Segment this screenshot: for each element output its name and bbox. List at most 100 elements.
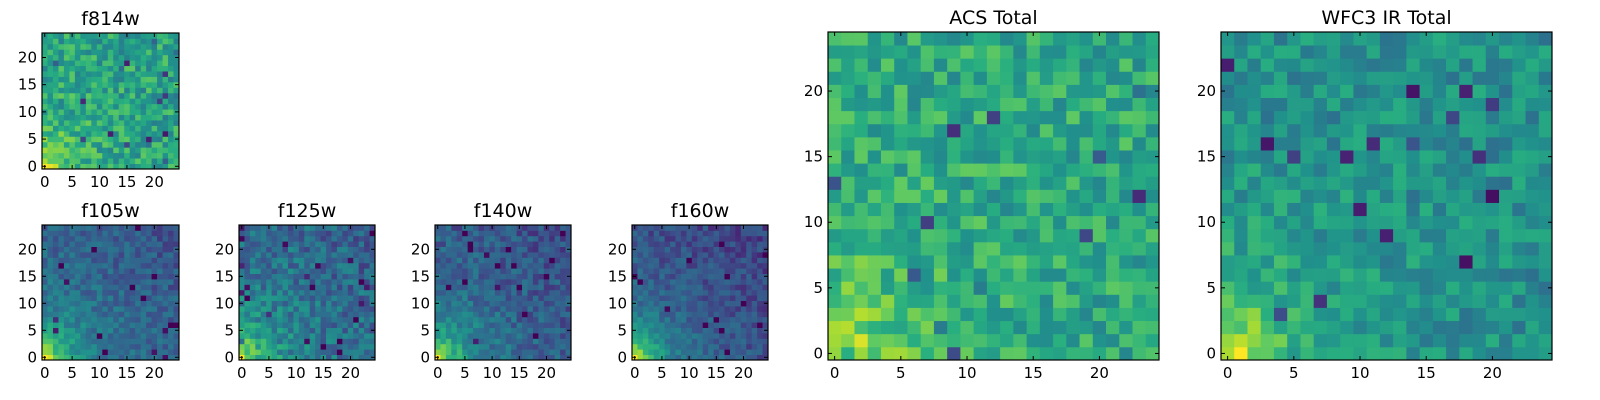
heatmap-cell <box>1026 320 1041 335</box>
heatmap-cell <box>1538 176 1553 190</box>
heatmap-cell <box>1273 163 1288 177</box>
heatmap-cell <box>1525 320 1540 335</box>
heatmap-cell <box>85 257 92 264</box>
heatmap-cell <box>445 306 452 312</box>
heatmap-cell <box>146 163 152 170</box>
heatmap-cell <box>140 92 147 99</box>
heatmap-cell <box>107 333 114 339</box>
heatmap-cell <box>63 311 70 318</box>
heatmap-cell <box>336 246 343 253</box>
heatmap-cell <box>80 92 87 99</box>
heatmap-cell <box>746 230 753 237</box>
heatmap-cell <box>1446 176 1460 190</box>
heatmap-cell <box>973 136 988 151</box>
heatmap-cell <box>664 338 671 345</box>
heatmap-cell <box>697 354 704 361</box>
heatmap-cell <box>293 300 300 307</box>
heatmap-cell <box>686 257 693 264</box>
heatmap-cell <box>1406 215 1420 230</box>
heatmap-cell <box>1432 255 1447 269</box>
heatmap-cell <box>255 311 262 318</box>
heatmap-cell <box>986 123 1001 138</box>
heatmap-cell <box>1366 320 1381 335</box>
heatmap-cell <box>151 338 158 345</box>
heatmap-cell <box>473 295 479 301</box>
heatmap-cell <box>740 295 747 301</box>
heatmap-cell <box>173 65 180 72</box>
heatmap-cell <box>719 300 725 307</box>
heatmap-cell <box>168 246 174 253</box>
heatmap-cell <box>63 49 70 56</box>
heatmap-cell <box>478 327 485 334</box>
heatmap-cell <box>80 81 87 88</box>
heatmap-cell <box>304 349 311 355</box>
heatmap-cell <box>266 316 273 323</box>
heatmap-cell <box>96 114 103 121</box>
heatmap-cell <box>729 349 736 355</box>
heatmap-cell <box>648 311 655 318</box>
x-tick-label: 0 <box>40 173 50 191</box>
heatmap-cell <box>511 279 517 285</box>
heatmap-cell <box>146 109 152 115</box>
heatmap-cell <box>680 316 687 323</box>
heatmap-cell <box>511 246 517 253</box>
heatmap-cell <box>135 311 142 318</box>
heatmap-cell <box>369 241 376 247</box>
heatmap-cell <box>239 295 245 301</box>
heatmap-cell <box>1446 45 1460 59</box>
heatmap-cell <box>304 262 311 269</box>
heatmap-cell <box>124 257 131 264</box>
heatmap-cell <box>157 230 163 237</box>
heatmap-cell <box>102 60 109 67</box>
heatmap-cell <box>1106 84 1120 98</box>
heatmap-cell <box>986 97 1001 112</box>
heatmap-cell <box>239 289 245 296</box>
heatmap-cell <box>124 241 131 247</box>
y-tick-label: 20 <box>411 240 430 258</box>
heatmap-cell <box>42 322 48 328</box>
heatmap-cell <box>304 241 311 247</box>
heatmap-cell <box>298 300 305 307</box>
heatmap-cell <box>456 230 463 237</box>
heatmap-cell <box>358 289 365 296</box>
heatmap-cell <box>1459 228 1473 243</box>
heatmap-cell <box>1260 123 1275 138</box>
heatmap-cell <box>1066 228 1080 243</box>
heatmap-cell <box>293 322 300 328</box>
heatmap-cell <box>102 92 109 99</box>
heatmap-cell <box>369 311 376 318</box>
heatmap-cell <box>538 354 545 361</box>
heatmap-cell <box>1393 45 1407 59</box>
heatmap-cell <box>456 268 463 274</box>
heatmap-cell <box>1039 294 1054 308</box>
heatmap-cell <box>260 316 267 323</box>
heatmap-cell <box>102 38 109 45</box>
heatmap-cell <box>309 268 316 274</box>
heatmap-cell <box>637 252 644 258</box>
heatmap-cell <box>494 349 501 355</box>
heatmap-cell <box>298 311 305 318</box>
heatmap-cell <box>538 268 545 274</box>
heatmap-cell <box>358 252 365 258</box>
heatmap-cell <box>729 284 736 291</box>
y-tick-label: 5 <box>420 321 430 339</box>
heatmap-cell <box>1221 215 1235 230</box>
heatmap-cell <box>42 295 48 301</box>
heatmap-cell <box>113 54 120 61</box>
heatmap-cell <box>326 289 332 296</box>
heatmap-cell <box>653 235 660 242</box>
heatmap-cell <box>124 349 131 355</box>
heatmap-cell <box>1538 294 1553 308</box>
heatmap-cell <box>960 32 975 46</box>
heatmap-cell <box>751 333 758 339</box>
x-tick-label: 10 <box>1350 364 1369 382</box>
heatmap-cell <box>648 354 655 361</box>
heatmap-cell <box>697 300 704 307</box>
heatmap-cell <box>42 43 48 50</box>
heatmap-cell <box>724 354 731 361</box>
heatmap-cell <box>140 147 147 154</box>
heatmap-cell <box>1145 189 1160 203</box>
heatmap-cell <box>697 289 704 296</box>
heatmap-cell <box>1446 307 1460 322</box>
